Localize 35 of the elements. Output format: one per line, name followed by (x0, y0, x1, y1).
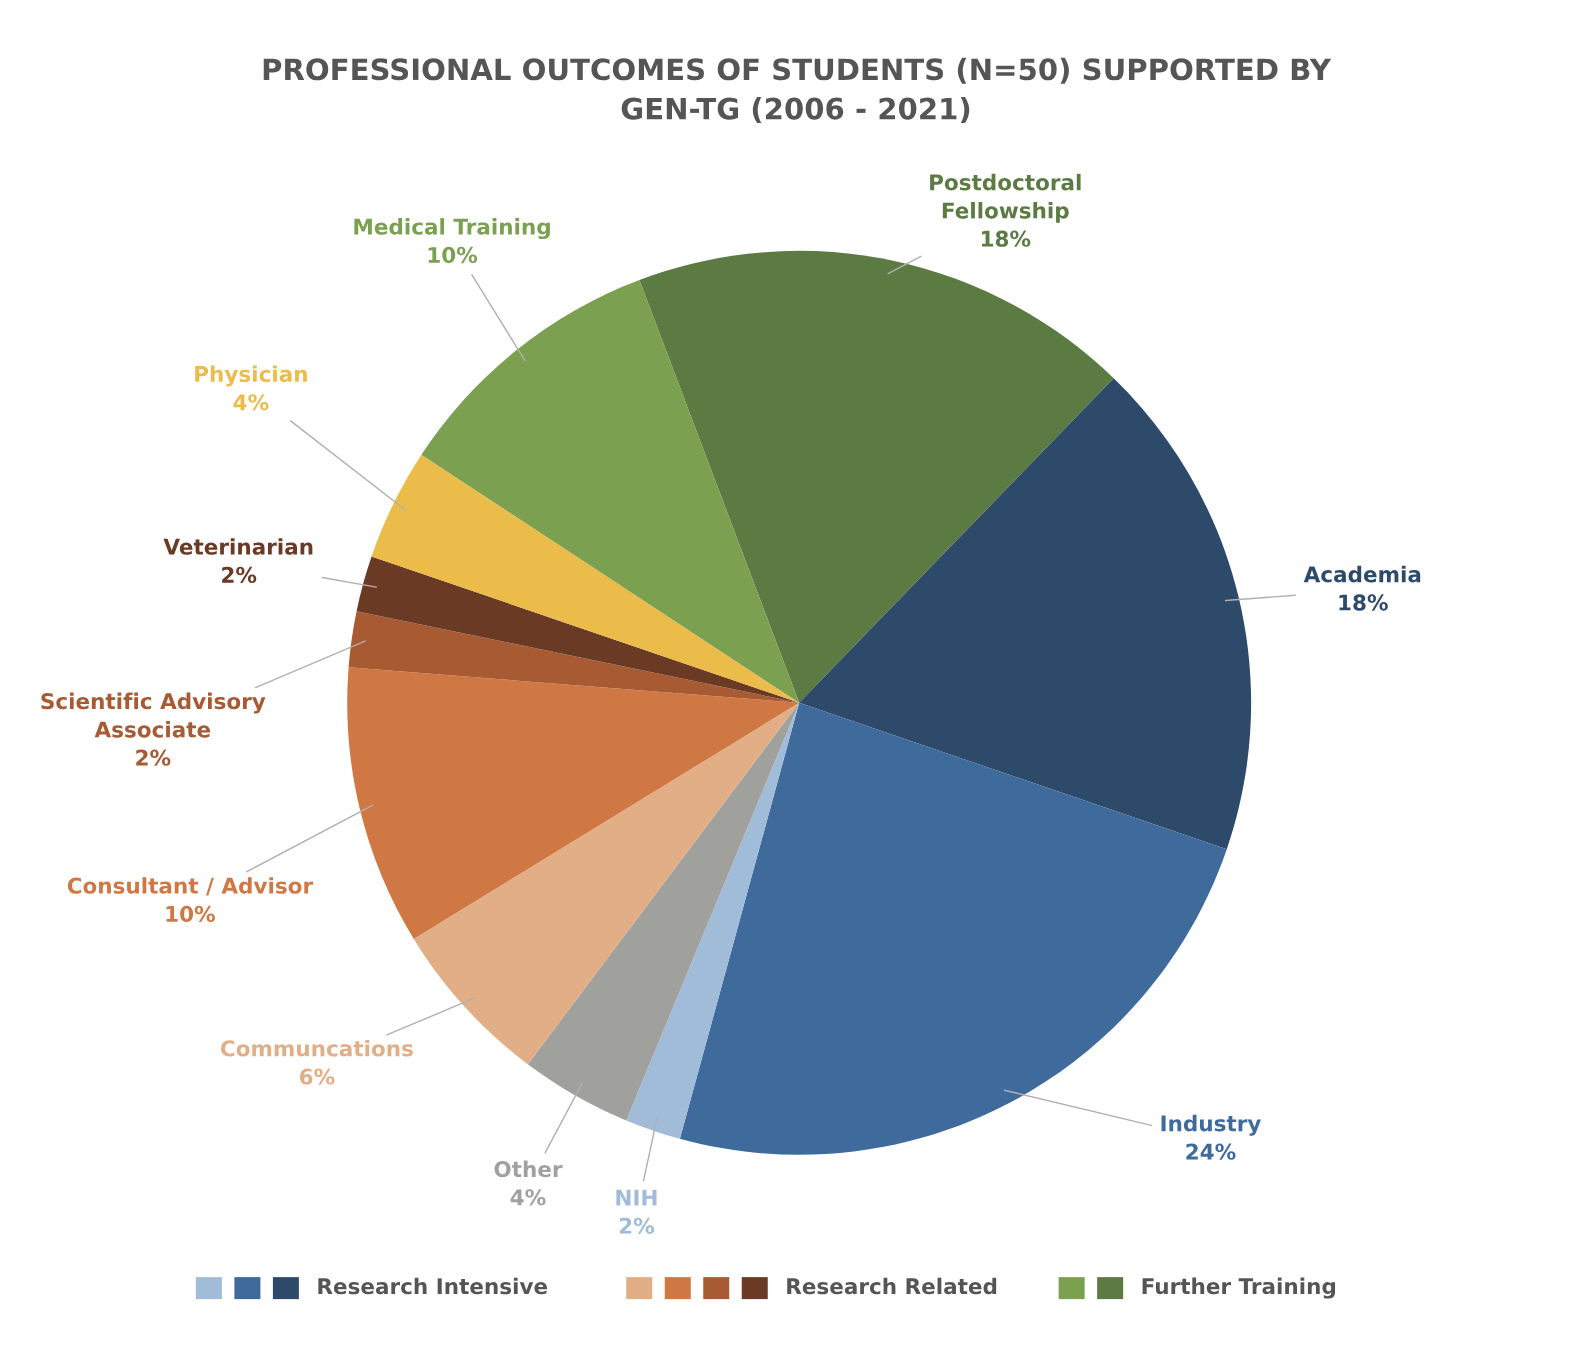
pie-slice (371, 454, 800, 703)
pie-slice (413, 702, 800, 1065)
slice-label: Medical Training (354, 218, 550, 240)
pie-slice (626, 702, 800, 1139)
slice-label: Veterinarian (163, 538, 313, 555)
slice-label: Other (494, 1160, 563, 1178)
pie-slice (421, 280, 800, 703)
pie-slice (347, 667, 800, 939)
pie-slice (527, 702, 800, 1121)
data-label: 6% (299, 1068, 335, 1085)
data-label: 4% (233, 394, 269, 411)
text: Further Training (1142, 1277, 1336, 1299)
slice-label: Communcations (220, 1039, 413, 1057)
slice-label: Physician (195, 365, 307, 387)
chart-title: PROFESSIONAL OUTCOMES OF STUDENTS (N=50) SUPPORTED BY GEN-TG (2006 - 2021) (263, 57, 1332, 124)
slice-label: NIH (616, 1189, 657, 1206)
data-label: 2% (136, 749, 171, 766)
slice-label: Consultant / Advisor (67, 877, 314, 896)
text: Research Intensive (318, 1277, 548, 1295)
data-label: 2% (222, 566, 257, 584)
data-label: 10% (166, 905, 215, 923)
data-label: 18% (1339, 594, 1388, 611)
pie-slice (348, 611, 800, 703)
pie-slice (639, 250, 1114, 703)
data-label: 2% (619, 1217, 655, 1234)
text: Research Related (787, 1277, 997, 1295)
data-label: 10% (428, 246, 478, 264)
pie-slice (799, 378, 1252, 850)
data-label: 18% (981, 230, 1031, 247)
slice-label: Scientific Advisory Associate (41, 692, 266, 738)
slice-label: Postdoctoral Fellowship (930, 173, 1081, 223)
data-label: 4% (510, 1189, 546, 1206)
slice-label: Academia (1303, 565, 1421, 583)
slice-label: Industry (1161, 1114, 1261, 1136)
data-label: 24% (1186, 1143, 1236, 1160)
